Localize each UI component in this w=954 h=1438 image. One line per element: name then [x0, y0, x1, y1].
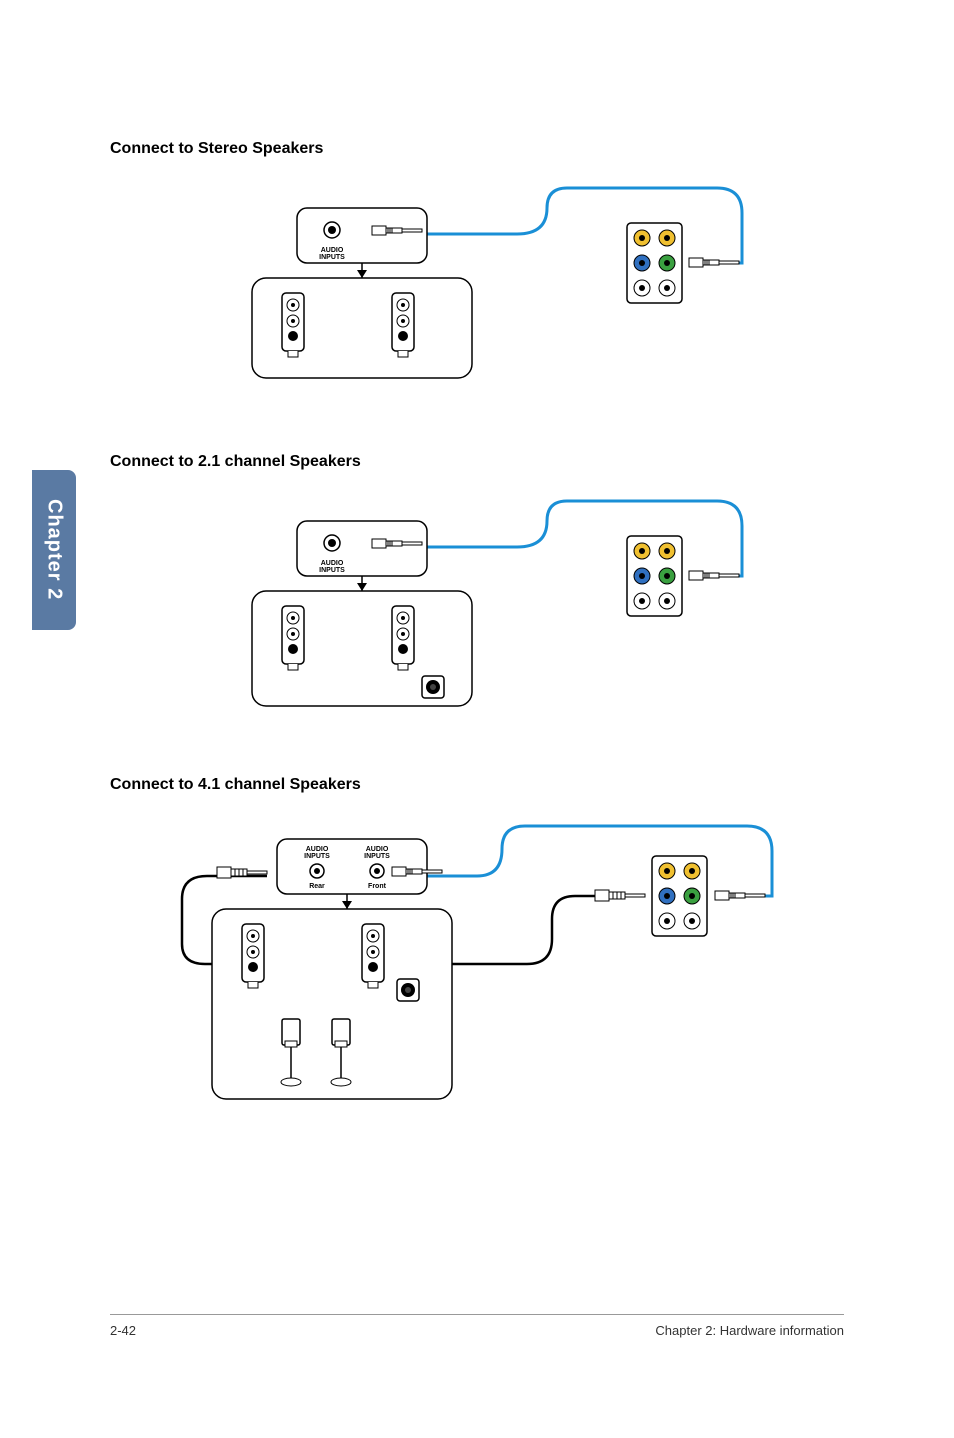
svg-text:INPUTS: INPUTS	[319, 567, 345, 574]
heading-stereo: Connect to Stereo Speakers	[110, 140, 844, 158]
svg-text:INPUTS: INPUTS	[319, 254, 345, 261]
chapter-tab-label: Chapter 2	[43, 499, 66, 600]
diagram-41: AUDIO INPUTS AUDIO INPUTS Rear Front	[110, 814, 844, 1114]
svg-text:Front: Front	[368, 883, 387, 890]
svg-text:AUDIO: AUDIO	[306, 846, 329, 853]
footer-page-number: 2-42	[110, 1323, 136, 1338]
chapter-tab: Chapter 2	[32, 470, 76, 630]
svg-text:Rear: Rear	[309, 883, 325, 890]
footer-chapter-title: Chapter 2: Hardware information	[655, 1323, 844, 1338]
svg-text:AUDIO: AUDIO	[366, 846, 389, 853]
svg-text:AUDIO: AUDIO	[321, 247, 344, 254]
svg-text:INPUTS: INPUTS	[364, 853, 390, 860]
page-footer: 2-42 Chapter 2: Hardware information	[110, 1314, 844, 1338]
diagram-21: AUDIO INPUTS	[110, 491, 844, 731]
svg-text:AUDIO: AUDIO	[321, 560, 344, 567]
heading-41: Connect to 4.1 channel Speakers	[110, 776, 844, 794]
diagram-stereo: AUDIO INPUTS	[110, 178, 844, 408]
page-content: Connect to Stereo Speakers AUDIO INPUTS	[0, 0, 954, 1114]
svg-text:INPUTS: INPUTS	[304, 853, 330, 860]
heading-21: Connect to 2.1 channel Speakers	[110, 453, 844, 471]
